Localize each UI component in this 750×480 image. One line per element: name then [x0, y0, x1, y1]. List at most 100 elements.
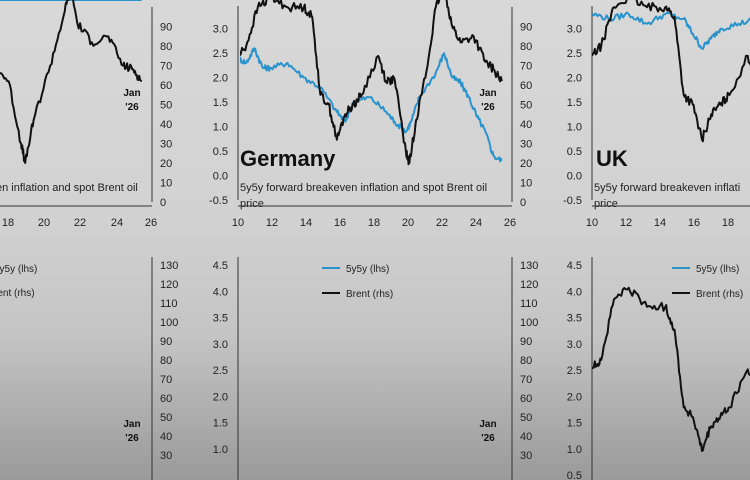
- x-tick-label: 10: [586, 217, 598, 229]
- chart-caption: 5y5y forward breakeven inflati: [594, 182, 740, 194]
- rhs-tick-label: 120: [520, 279, 538, 291]
- x-tick-label: 22: [436, 217, 448, 229]
- series-5y5y-line: [238, 332, 502, 417]
- rhs-tick-label: 50: [160, 412, 172, 424]
- lhs-tick-label: 4.0: [567, 286, 582, 298]
- rhs-tick-label: 60: [520, 393, 532, 405]
- lhs-tick-label: 2.0: [567, 391, 582, 403]
- x-tick-label: 10: [232, 217, 244, 229]
- lhs-tick-label: 2.0: [213, 391, 228, 403]
- rhs-tick-label: 90: [520, 22, 532, 34]
- rhs-tick-label: 40: [160, 431, 172, 443]
- rhs-tick-label: 60: [160, 80, 172, 92]
- lhs-tick-label: 1.5: [567, 97, 582, 109]
- legend-label: 5y5y (lhs): [346, 264, 389, 275]
- x-tick-label: 22: [74, 217, 86, 229]
- rhs-tick-label: 70: [520, 61, 532, 73]
- jan-label: Jan: [479, 88, 496, 99]
- series-5y5y-line: [592, 11, 750, 50]
- lhs-tick-label: 2.0: [213, 73, 228, 85]
- series-5y5y-line: [0, 386, 142, 423]
- x-tick-label: 20: [402, 217, 414, 229]
- chart-panel: 1.0 1.5 2.0 2.5 3.0 3.5 4.0 4.5 30 40 50 60 70 80 90 10…: [213, 257, 538, 480]
- rhs-tick-label: 0: [520, 197, 526, 209]
- chart-panel: -0.50.00.51.01.52.02.53.0101214161820UK5…: [563, 0, 750, 229]
- lhs-tick-label: 0.0: [213, 171, 228, 183]
- rhs-tick-label: 70: [160, 374, 172, 386]
- rhs-tick-label: 80: [160, 41, 172, 53]
- chart-caption: 5y5y forward breakeven inflation and spo…: [240, 182, 487, 194]
- series-5y5y-line: [240, 47, 503, 163]
- chart-panel: 0.5 1.0 1.5 2.0 2.5 3.0 3.5 4.0 4.5 5y5y (lhs) Bre…: [567, 257, 750, 480]
- x-tick-label: 18: [368, 217, 380, 229]
- rhs-tick-label: 130: [160, 260, 178, 272]
- jan-label: Jan: [479, 419, 496, 430]
- rhs-tick-label: 50: [520, 100, 532, 112]
- rhs-tick-label: 40: [160, 119, 172, 131]
- lhs-tick-label: 4.5: [567, 260, 582, 272]
- rhs-tick-label: 40: [520, 119, 532, 131]
- lhs-tick-label: 0.5: [213, 146, 228, 158]
- lhs-tick-label: 2.5: [567, 48, 582, 60]
- lhs-tick-label: 2.0: [567, 73, 582, 85]
- jan-label: '26: [481, 433, 495, 444]
- chart-caption: price: [240, 198, 264, 210]
- rhs-tick-label: 60: [160, 393, 172, 405]
- x-tick-label: 18: [722, 217, 734, 229]
- lhs-tick-label: 3.0: [567, 339, 582, 351]
- rhs-tick-label: 10: [160, 178, 172, 190]
- series-brent-line: [0, 276, 142, 470]
- rhs-tick-label: 30: [520, 139, 532, 151]
- lhs-tick-label: 3.0: [213, 339, 228, 351]
- rhs-tick-label: 80: [520, 41, 532, 53]
- lhs-tick-label: 2.5: [567, 365, 582, 377]
- jan-label: '26: [125, 433, 139, 444]
- lhs-tick-label: 0.5: [567, 146, 582, 158]
- rhs-tick-label: 110: [160, 298, 178, 310]
- series-brent-line: [592, 286, 750, 452]
- x-tick-label: 24: [111, 217, 123, 229]
- rhs-tick-label: 50: [520, 412, 532, 424]
- rhs-tick-label: 50: [160, 100, 172, 112]
- chart-panel: 30 40 50 60 70 80 90 100 110 120 130 Jan '26 5y5y (lh…: [0, 257, 178, 480]
- x-tick-label: 14: [300, 217, 312, 229]
- rhs-tick-label: 30: [520, 450, 532, 462]
- rhs-tick-label: 120: [160, 279, 178, 291]
- rhs-tick-label: 60: [520, 80, 532, 92]
- x-tick-label: 16: [688, 217, 700, 229]
- lhs-tick-label: -0.5: [209, 195, 228, 207]
- lhs-tick-label: 0.0: [567, 171, 582, 183]
- rhs-tick-label: 20: [160, 158, 172, 170]
- jan-label: Jan: [123, 88, 140, 99]
- chart-caption: price: [594, 198, 618, 210]
- chart-legend: 5y5y (lhs) rent (rhs): [0, 264, 37, 299]
- rhs-tick-label: 70: [520, 374, 532, 386]
- lhs-tick-label: 1.5: [213, 97, 228, 109]
- legend-label: Brent (rhs): [696, 289, 743, 300]
- lhs-tick-label: -0.5: [563, 195, 582, 207]
- lhs-tick-label: 1.0: [213, 122, 228, 134]
- x-tick-label: 16: [334, 217, 346, 229]
- chart-caption: en inflation and spot Brent oil: [0, 182, 138, 194]
- jan-label: '26: [125, 102, 139, 113]
- x-tick-label: 12: [266, 217, 278, 229]
- rhs-tick-label: 10: [520, 178, 532, 190]
- country-label: UK: [596, 146, 628, 171]
- rhs-tick-label: 0: [160, 197, 166, 209]
- chart-panel: 0 10 20 30 40 50 60 70 80 90 18 20 22 24 26 en inflatio…: [0, 0, 172, 229]
- lhs-tick-label: 1.0: [567, 444, 582, 456]
- lhs-tick-label: 1.5: [213, 418, 228, 430]
- lhs-tick-label: 2.5: [213, 365, 228, 377]
- lhs-tick-label: 4.0: [213, 286, 228, 298]
- lhs-tick-label: 3.5: [567, 313, 582, 325]
- country-label: Germany: [240, 146, 336, 171]
- jan-label: Jan: [123, 419, 140, 430]
- series-brent-line: [238, 276, 502, 471]
- rhs-tick-label: 30: [160, 139, 172, 151]
- lhs-tick-label: 3.5: [213, 313, 228, 325]
- jan-label: '26: [481, 102, 495, 113]
- x-tick-label: 24: [470, 217, 482, 229]
- series-brent-line: [240, 0, 503, 166]
- rhs-tick-label: 100: [520, 317, 538, 329]
